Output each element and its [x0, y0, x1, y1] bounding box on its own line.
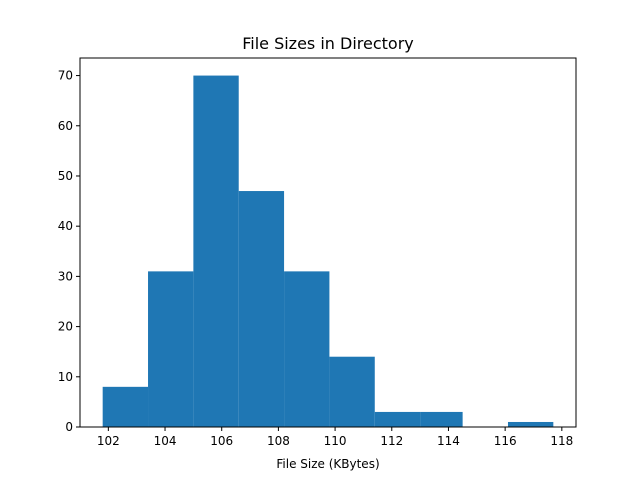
x-tick-label: 112: [380, 434, 403, 448]
histogram-bar-4: [284, 271, 330, 427]
y-tick-label: 30: [58, 269, 73, 283]
histogram-bar-5: [329, 356, 375, 427]
y-tick-label: 10: [58, 370, 73, 384]
y-tick-label: 20: [58, 320, 73, 334]
histogram-bar-3: [238, 191, 285, 427]
histogram-bar-7: [420, 411, 463, 427]
histogram-bar-9: [507, 421, 554, 427]
x-tick-label: 108: [267, 434, 290, 448]
x-tick-label: 118: [550, 434, 573, 448]
x-tick-label: 116: [494, 434, 517, 448]
chart-title: File Sizes in Directory: [242, 34, 414, 53]
x-axis-ticks: 102 104 106 108 110 112 114 116 118: [97, 427, 573, 448]
histogram-bar-6: [374, 411, 421, 427]
x-tick-label: 104: [154, 434, 177, 448]
x-tick-label: 114: [437, 434, 460, 448]
x-tick-label: 102: [97, 434, 120, 448]
y-tick-label: 70: [58, 69, 73, 83]
x-tick-label: 106: [210, 434, 233, 448]
histogram-bar-0: [102, 386, 149, 427]
histogram-bar-2: [193, 75, 239, 428]
y-tick-label: 50: [58, 169, 73, 183]
x-axis-label: File Size (KBytes): [276, 457, 379, 471]
histogram-bars: [102, 75, 554, 428]
y-tick-label: 40: [58, 219, 73, 233]
y-tick-label: 60: [58, 119, 73, 133]
plot-frame: [79, 57, 577, 428]
histogram-bar-1: [148, 271, 194, 427]
y-axis-ticks: 0 10 20 30 40 50 60 70: [58, 69, 80, 434]
x-tick-label: 110: [324, 434, 347, 448]
y-tick-label: 0: [65, 420, 73, 434]
